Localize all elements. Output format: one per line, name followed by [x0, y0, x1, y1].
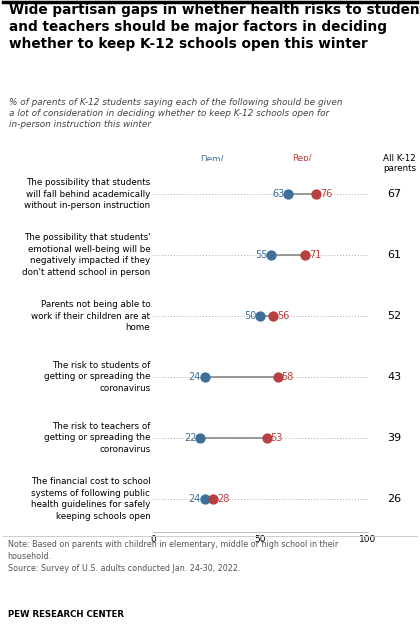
Point [257, 311, 264, 321]
Text: 61: 61 [387, 250, 402, 260]
Text: 71: 71 [309, 250, 322, 260]
Text: 67: 67 [387, 189, 402, 199]
Point [197, 433, 204, 443]
Text: The possibility that students'
emotional well-being will be
negatively impacted : The possibility that students' emotional… [22, 234, 150, 277]
Text: 28: 28 [217, 494, 229, 504]
Text: Wide partisan gaps in whether health risks to students
and teachers should be ma: Wide partisan gaps in whether health ris… [9, 3, 420, 50]
Point [263, 433, 270, 443]
Text: The risk to students of
getting or spreading the
coronavirus: The risk to students of getting or sprea… [44, 361, 150, 393]
Point [201, 372, 208, 382]
Text: The financial cost to school
systems of following public
health guidelines for s: The financial cost to school systems of … [31, 477, 150, 520]
Text: Rep/
Lean Rep: Rep/ Lean Rep [281, 154, 322, 173]
Text: Note: Based on parents with children in elementary, middle or high school in the: Note: Based on parents with children in … [8, 541, 338, 573]
Text: The possibility that students
will fall behind academically
without in-person in: The possibility that students will fall … [24, 178, 150, 210]
Text: 56: 56 [277, 311, 289, 321]
Point [210, 494, 217, 504]
Text: 63: 63 [272, 189, 284, 199]
Point [270, 311, 277, 321]
Text: All K-12
parents: All K-12 parents [383, 154, 416, 173]
Point [268, 250, 275, 260]
Text: % of parents of K-12 students saying each of the following should be given
a lot: % of parents of K-12 students saying eac… [9, 98, 343, 130]
Text: 43: 43 [387, 372, 402, 382]
Point [201, 494, 208, 504]
Text: Parents not being able to
work if their children are at
home: Parents not being able to work if their … [32, 300, 150, 332]
Point [313, 189, 320, 199]
Text: The risk to teachers of
getting or spreading the
coronavirus: The risk to teachers of getting or sprea… [44, 422, 150, 454]
Text: 22: 22 [184, 433, 197, 443]
Text: PEW RESEARCH CENTER: PEW RESEARCH CENTER [8, 610, 123, 619]
Point [302, 250, 309, 260]
Text: 24: 24 [189, 372, 201, 382]
Point [274, 372, 281, 382]
Text: 26: 26 [387, 494, 402, 504]
Text: 76: 76 [320, 189, 332, 199]
Text: 50: 50 [244, 311, 257, 321]
Text: 52: 52 [387, 311, 402, 321]
Point [285, 189, 291, 199]
Text: 55: 55 [255, 250, 267, 260]
Text: Dem/
Lean Dem: Dem/ Lean Dem [189, 154, 234, 173]
Text: 53: 53 [270, 433, 283, 443]
Text: 39: 39 [387, 433, 402, 443]
Text: 24: 24 [189, 494, 201, 504]
Text: 58: 58 [281, 372, 294, 382]
